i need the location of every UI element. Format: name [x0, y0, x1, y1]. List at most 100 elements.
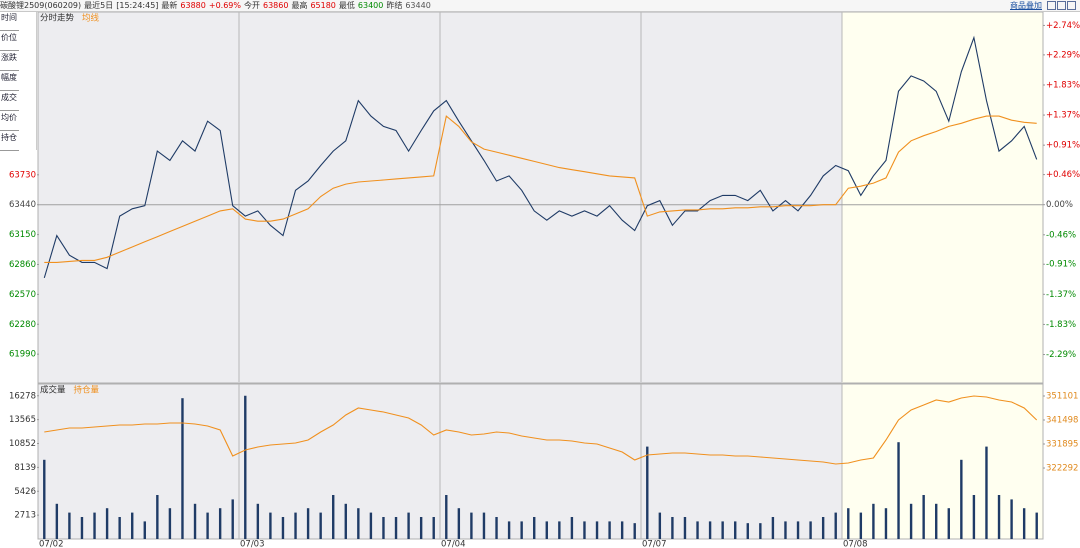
legend-entry: 均线	[82, 13, 100, 24]
volume-bar	[759, 523, 762, 539]
y2-tick-label: +2.29%	[1046, 50, 1080, 60]
series-line	[44, 395, 1038, 465]
volume-bar	[1010, 499, 1013, 539]
toolbar: 商品叠加	[1010, 0, 1076, 11]
y-tick-label: 8139	[14, 463, 36, 473]
header-field: 昨结	[386, 1, 403, 10]
volume-bar	[43, 459, 46, 539]
y2-tick-label: -0.46%	[1046, 230, 1076, 240]
volume-bar	[683, 517, 687, 539]
session-background	[842, 384, 1043, 539]
volume-bar	[394, 517, 398, 539]
session-background	[842, 12, 1043, 383]
volume-bar	[168, 508, 172, 539]
volume-bar	[997, 495, 1001, 539]
volume-bar	[734, 521, 737, 539]
volume-bar	[382, 517, 385, 539]
volume-bar	[909, 503, 913, 539]
header-field: 65180	[310, 1, 336, 10]
volume-bar	[344, 503, 347, 539]
y-tick-label: 10852	[9, 439, 36, 449]
volume-bar	[432, 517, 435, 539]
volume-bar	[231, 499, 234, 539]
volume-bar	[708, 521, 712, 539]
volume-bar	[193, 503, 197, 539]
y2-tick-label: +1.83%	[1046, 80, 1080, 90]
volume-bar	[482, 512, 486, 539]
x-tick-label: 07/04	[441, 540, 466, 548]
y-tick-label: 61990	[9, 350, 36, 360]
y2-tick-label: -2.29%	[1046, 350, 1076, 360]
icon-button[interactable]	[1067, 1, 1076, 10]
volume-bar	[784, 521, 787, 539]
volume-bar	[55, 503, 59, 539]
y-tick-label: 63440	[9, 200, 36, 210]
header-field: 63880	[180, 1, 206, 10]
volume-bar	[721, 521, 724, 539]
volume-bar	[93, 512, 96, 539]
volume-bar	[620, 521, 624, 539]
volume-bar	[771, 517, 775, 539]
legend-entry: 持仓量	[74, 385, 100, 396]
y2-tick-label: 0.00%	[1046, 200, 1073, 210]
y2-tick-label: -0.91%	[1046, 260, 1076, 270]
y-tick-label: 16278	[9, 391, 36, 401]
overlay-button[interactable]: 商品叠加	[1010, 1, 1042, 10]
volume-bar	[884, 508, 888, 539]
volume-bar	[859, 512, 863, 539]
volume-bar	[256, 503, 260, 539]
y2-tick-label: 331895	[1046, 440, 1078, 450]
volume-bar	[985, 446, 988, 539]
y-tick-label: 63150	[9, 230, 36, 240]
sidebar-label: 价位	[0, 32, 19, 51]
volume-bar	[244, 395, 247, 539]
price-frame	[37, 11, 1044, 384]
volume-bar	[834, 512, 837, 539]
y-tick-label: 62570	[9, 290, 36, 300]
volume-bar	[357, 508, 360, 539]
volume-bar	[294, 512, 297, 539]
volume-bar	[746, 523, 749, 539]
y2-tick-label: +0.46%	[1046, 170, 1080, 180]
header-field: 最新	[161, 1, 178, 10]
info-sidebar: 时间 价位 涨跌 幅度 成交 均价 持仓	[0, 12, 37, 151]
header-field: 63860	[262, 1, 289, 10]
volume-bar	[633, 523, 636, 539]
y2-tick-label: 351101	[1046, 391, 1078, 401]
volume-bar	[1035, 512, 1038, 539]
y-tick-label: 62280	[9, 320, 36, 330]
y2-tick-label: 322292	[1046, 464, 1078, 474]
volume-bar	[972, 495, 976, 539]
volume-bar	[105, 508, 109, 539]
y2-tick-label: -1.37%	[1046, 290, 1076, 300]
sidebar-label: 持仓	[0, 132, 19, 151]
volume-bar	[796, 521, 800, 539]
sidebar-label: 时间	[0, 12, 19, 31]
volume-bar	[419, 517, 423, 539]
icon-button[interactable]	[1047, 1, 1056, 10]
volume-bar	[206, 512, 209, 539]
legend-entry: 分时走势	[40, 13, 75, 24]
y2-tick-label: +2.74%	[1046, 21, 1080, 31]
volume-bar	[507, 521, 511, 539]
sidebar-label: 成交	[0, 92, 19, 111]
series-line	[44, 115, 1037, 263]
volume-bar	[470, 512, 473, 539]
icon-button[interactable]	[1057, 1, 1066, 10]
header-field: 最近5日	[84, 1, 114, 10]
header-field: 63400	[357, 1, 384, 10]
volume-bar	[156, 495, 159, 539]
y-tick-label: 2713	[14, 511, 36, 521]
y2-tick-label: 341498	[1046, 416, 1078, 426]
x-tick-label: 07/07	[642, 540, 667, 548]
volume-bar	[332, 495, 335, 539]
volume-frame	[37, 383, 1044, 540]
sidebar-label: 均价	[0, 112, 19, 131]
volume-bar	[143, 521, 146, 539]
volume-bar	[80, 517, 84, 539]
volume-bar	[658, 512, 662, 539]
x-tick-label: 07/02	[39, 540, 64, 548]
volume-bar	[1022, 508, 1026, 539]
y2-tick-label: -1.83%	[1046, 320, 1076, 330]
